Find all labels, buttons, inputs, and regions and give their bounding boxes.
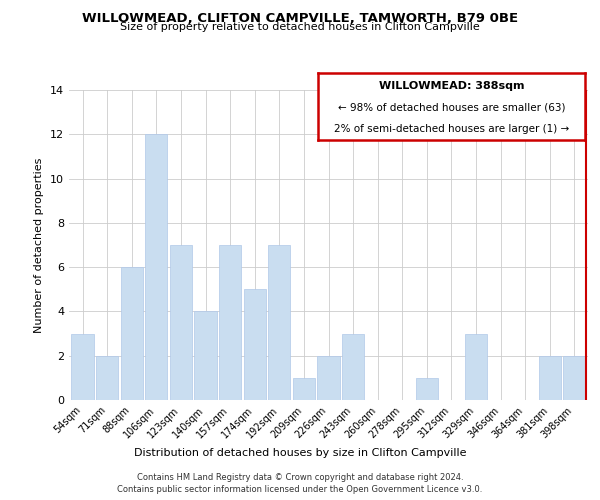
- Text: Size of property relative to detached houses in Clifton Campville: Size of property relative to detached ho…: [120, 22, 480, 32]
- Bar: [170, 245, 192, 400]
- Bar: [219, 245, 241, 400]
- Bar: [268, 245, 290, 400]
- Bar: [145, 134, 167, 400]
- Y-axis label: Number of detached properties: Number of detached properties: [34, 158, 44, 332]
- Bar: [416, 378, 438, 400]
- Text: WILLOWMEAD: 388sqm: WILLOWMEAD: 388sqm: [379, 81, 524, 91]
- Text: WILLOWMEAD, CLIFTON CAMPVILLE, TAMWORTH, B79 0BE: WILLOWMEAD, CLIFTON CAMPVILLE, TAMWORTH,…: [82, 12, 518, 26]
- Bar: [317, 356, 340, 400]
- Bar: [71, 334, 94, 400]
- Bar: [342, 334, 364, 400]
- Bar: [194, 312, 217, 400]
- Bar: [121, 267, 143, 400]
- Text: Distribution of detached houses by size in Clifton Campville: Distribution of detached houses by size …: [134, 448, 466, 458]
- Text: ← 98% of detached houses are smaller (63): ← 98% of detached houses are smaller (63…: [338, 102, 565, 113]
- Bar: [244, 290, 266, 400]
- Text: Contains public sector information licensed under the Open Government Licence v3: Contains public sector information licen…: [118, 486, 482, 494]
- Bar: [96, 356, 118, 400]
- Bar: [293, 378, 315, 400]
- Bar: [539, 356, 561, 400]
- Bar: [563, 356, 586, 400]
- Text: Contains HM Land Registry data © Crown copyright and database right 2024.: Contains HM Land Registry data © Crown c…: [137, 473, 463, 482]
- Text: 2% of semi-detached houses are larger (1) →: 2% of semi-detached houses are larger (1…: [334, 124, 569, 134]
- Bar: [465, 334, 487, 400]
